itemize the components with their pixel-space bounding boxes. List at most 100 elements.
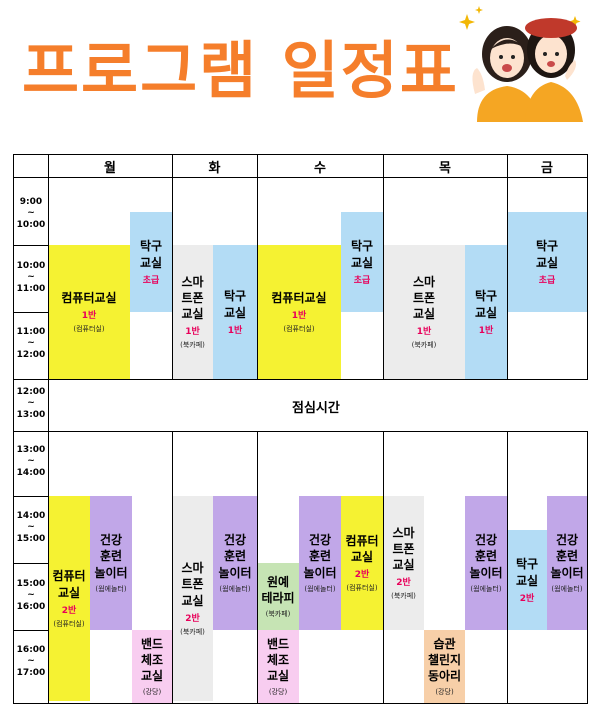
program-level: 초급	[353, 275, 371, 286]
program-cell: 건강 훈련 놀이터 (웜에놀터)	[547, 496, 587, 630]
program-cell: 탁구 교실 1반	[213, 245, 257, 379]
time-label: 11:00 ~12:00	[14, 327, 48, 361]
time-end: 11:00	[16, 283, 46, 294]
time-sep: ~	[27, 590, 35, 601]
grid-vline	[48, 155, 49, 703]
program-room: (강당)	[435, 688, 454, 697]
program-cell: 건강 훈련 놀이터 (웜에놀터)	[213, 496, 257, 630]
time-start: 12:00	[16, 387, 46, 397]
program-cell: 밴드 체조 교실 (강당)	[257, 630, 299, 703]
program-cell: 스마 트폰 교실 1반 (북카페)	[383, 245, 465, 379]
program-name: 탁구 교실	[515, 557, 539, 588]
program-room: (강당)	[268, 688, 288, 697]
program-cell: 스마 트폰 교실 1반 (북카페)	[172, 245, 213, 379]
time-end: 13:00	[16, 409, 46, 420]
program-name: 밴드 체조 교실	[266, 636, 290, 684]
program-room: (컴퓨터실)	[53, 619, 85, 628]
program-room: (북카페)	[180, 341, 205, 350]
two-women-illustration	[459, 6, 583, 122]
program-cell: 컴퓨터교실 1반 (컴퓨터실)	[48, 245, 130, 379]
program-room: (북카페)	[265, 610, 291, 619]
program-level: 2반	[519, 593, 535, 604]
program-cell: 원예 테라피 (북카페)	[257, 563, 299, 630]
program-level: 1반	[291, 311, 307, 322]
program-cell: 밴드 체조 교실 (강당)	[132, 630, 172, 703]
grid-hline	[14, 496, 48, 497]
program-cell: 탁구 교실 초급	[130, 212, 172, 312]
program-name: 탁구 교실	[139, 239, 163, 270]
day-header: 화	[208, 160, 221, 176]
program-level: 2반	[396, 578, 411, 589]
time-label: 9:00 ~10:00	[14, 197, 48, 231]
time-end: 17:00	[16, 667, 46, 678]
program-level: 1반	[227, 325, 243, 336]
program-name: 탁구 교실	[535, 239, 559, 270]
day-header: 금	[541, 160, 553, 176]
program-cell: 습관 챌린지 동아리 (강당)	[424, 630, 465, 703]
time-sep: ~	[27, 338, 35, 349]
lunch-label: 점심시간	[292, 401, 340, 416]
time-end: 10:00	[16, 219, 46, 230]
program-cell: 탁구 교실 초급	[341, 212, 383, 312]
program-level: 1반	[81, 311, 97, 322]
program-cell: 탁구 교실 1반	[465, 245, 507, 379]
program-room: (컴퓨터실)	[73, 325, 105, 334]
time-sep: ~	[27, 208, 35, 219]
time-start: 10:00	[16, 261, 46, 271]
program-cell: 스마 트폰 교실 2반 (북카페)	[383, 496, 424, 630]
grid-hline	[14, 379, 587, 380]
program-cell: 컴퓨터 교실 2반 (컴퓨터실)	[48, 496, 90, 701]
time-start: 13:00	[16, 445, 46, 455]
program-name: 건강 훈련 놀이터	[218, 533, 252, 580]
program-level: 초급	[538, 275, 556, 286]
program-name: 스마 트폰 교실	[412, 274, 436, 322]
program-level: 2반	[354, 570, 370, 581]
program-level: 2반	[61, 605, 77, 616]
program-name: 건강 훈련 놀이터	[303, 533, 337, 580]
lunch-row	[49, 380, 588, 431]
time-start: 11:00	[16, 327, 46, 337]
program-name: 밴드 체조 교실	[140, 636, 164, 684]
time-label: 14:00 ~15:00	[14, 511, 48, 545]
program-cell: 건강 훈련 놀이터 (웜에놀터)	[90, 496, 132, 630]
program-level: 2반	[185, 613, 200, 624]
program-room: (북카페)	[180, 627, 205, 636]
program-cell: 건강 훈련 놀이터 (웜에놀터)	[299, 496, 341, 630]
grid-hline	[14, 177, 587, 178]
program-room: (컴퓨터실)	[346, 584, 378, 593]
time-sep: ~	[27, 398, 35, 409]
time-start: 9:00	[19, 197, 43, 207]
time-sep: ~	[27, 656, 35, 667]
grid-hline	[14, 245, 48, 246]
time-end: 14:00	[16, 467, 46, 478]
program-room: (웜에놀터)	[95, 584, 127, 593]
time-start: 16:00	[16, 645, 46, 655]
time-end: 16:00	[16, 601, 46, 612]
time-start: 14:00	[16, 511, 46, 521]
program-cell: 탁구 교실 2반	[507, 530, 547, 630]
time-label: 16:00 ~17:00	[14, 645, 48, 679]
program-level: 1반	[478, 325, 494, 336]
program-room: (웜에놀터)	[470, 584, 502, 593]
grid-hline	[14, 431, 587, 432]
schedule-table: 월 화 수 목 금 9:00 ~10:00 10:00 ~11:00 11:00 ~12:00 12:…	[13, 154, 588, 704]
program-cell: 컴퓨터교실 1반 (컴퓨터실)	[257, 245, 341, 379]
program-name: 스마 트폰 교실	[392, 525, 415, 573]
program-cell: 스마 트폰 교실 2반 (북카페)	[172, 496, 213, 701]
program-name: 건강 훈련 놀이터	[469, 533, 503, 580]
day-header: 수	[314, 160, 326, 176]
program-cell: 컴퓨터 교실 2반 (컴퓨터실)	[341, 496, 383, 630]
time-end: 15:00	[16, 533, 46, 544]
program-name: 건강 훈련 놀이터	[550, 533, 584, 580]
program-name: 습관 챌린지 동아리	[427, 636, 462, 684]
day-header: 월	[104, 160, 116, 176]
program-cell: 건강 훈련 놀이터 (웜에놀터)	[465, 496, 507, 630]
program-room: (컴퓨터실)	[283, 325, 315, 334]
program-name: 원예 테라피	[261, 574, 295, 605]
program-name: 스마 트폰 교실	[181, 561, 204, 608]
program-name: 스마 트폰 교실	[181, 274, 204, 322]
program-room: (웜에놀터)	[304, 584, 336, 593]
time-label: 15:00 ~16:00	[14, 579, 48, 613]
program-room: (웜에놀터)	[551, 584, 583, 593]
